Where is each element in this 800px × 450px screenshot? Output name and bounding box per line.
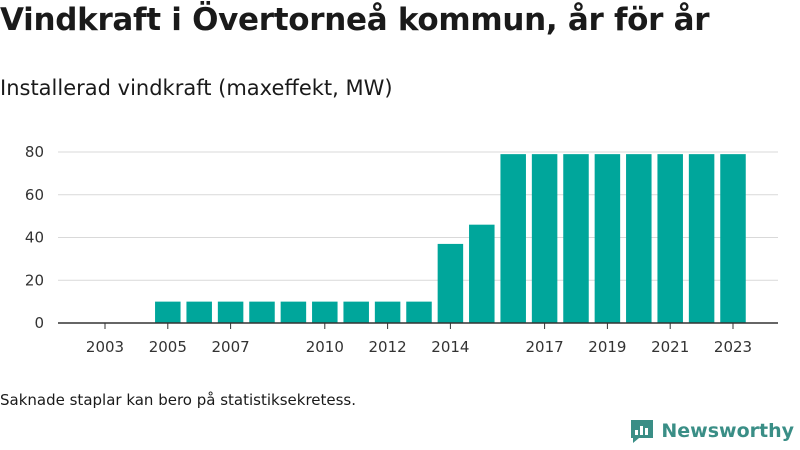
x-tick-label: 2014	[431, 338, 469, 356]
bar-2014	[437, 243, 464, 323]
y-tick-label: 0	[34, 314, 44, 332]
y-tick-label: 20	[25, 271, 44, 289]
newsworthy-logo-text: Newsworthy	[661, 420, 794, 442]
bar-2022	[688, 154, 715, 323]
bar-2011	[343, 301, 369, 323]
bar-2013	[406, 301, 432, 323]
bar-2007	[217, 301, 244, 323]
x-tick-label: 2010	[306, 338, 344, 356]
bar-2019	[594, 154, 621, 323]
y-tick-label: 40	[25, 229, 44, 247]
y-tick-label: 80	[25, 143, 44, 161]
x-tick-label: 2021	[651, 338, 689, 356]
bar-2010	[312, 301, 338, 323]
bar-2017	[531, 154, 558, 323]
bar-2021	[657, 154, 683, 323]
bar-2009	[280, 301, 307, 323]
bar-2016	[500, 154, 526, 323]
x-tick-label: 2007	[212, 338, 250, 356]
bars	[155, 154, 746, 323]
y-axis-labels: 0 20 40 60 80	[25, 143, 44, 332]
newsworthy-logo-icon	[631, 420, 654, 443]
bar-2015	[469, 224, 495, 323]
bar-2012	[374, 301, 401, 323]
bar-2020	[626, 154, 652, 323]
x-tick-label: 2005	[149, 338, 187, 356]
x-tick-label: 2017	[526, 338, 564, 356]
chart-title: Vindkraft i Övertorneå kommun, år för år	[0, 2, 710, 38]
x-tick-label: 2003	[86, 338, 124, 356]
bar-2023	[720, 154, 746, 323]
bar-2008	[249, 301, 275, 323]
bar-2005	[155, 301, 181, 323]
x-tick-label: 2019	[588, 338, 626, 356]
newsworthy-logo[interactable]: Newsworthy	[629, 418, 794, 444]
x-tick-label: 2023	[714, 338, 752, 356]
bar-2006	[186, 301, 212, 323]
x-axis	[58, 322, 778, 329]
y-tick-label: 60	[25, 186, 44, 204]
x-axis-labels: 2003 2005 2007 2010 2012 2014 2017 2019 2021 2023	[86, 338, 752, 356]
x-tick-label: 2012	[369, 338, 407, 356]
footnote: Saknade staplar kan bero på statistiksek…	[0, 391, 357, 409]
chart-subtitle: Installerad vindkraft (maxeffekt, MW)	[0, 76, 393, 100]
bar-2018	[563, 154, 589, 323]
